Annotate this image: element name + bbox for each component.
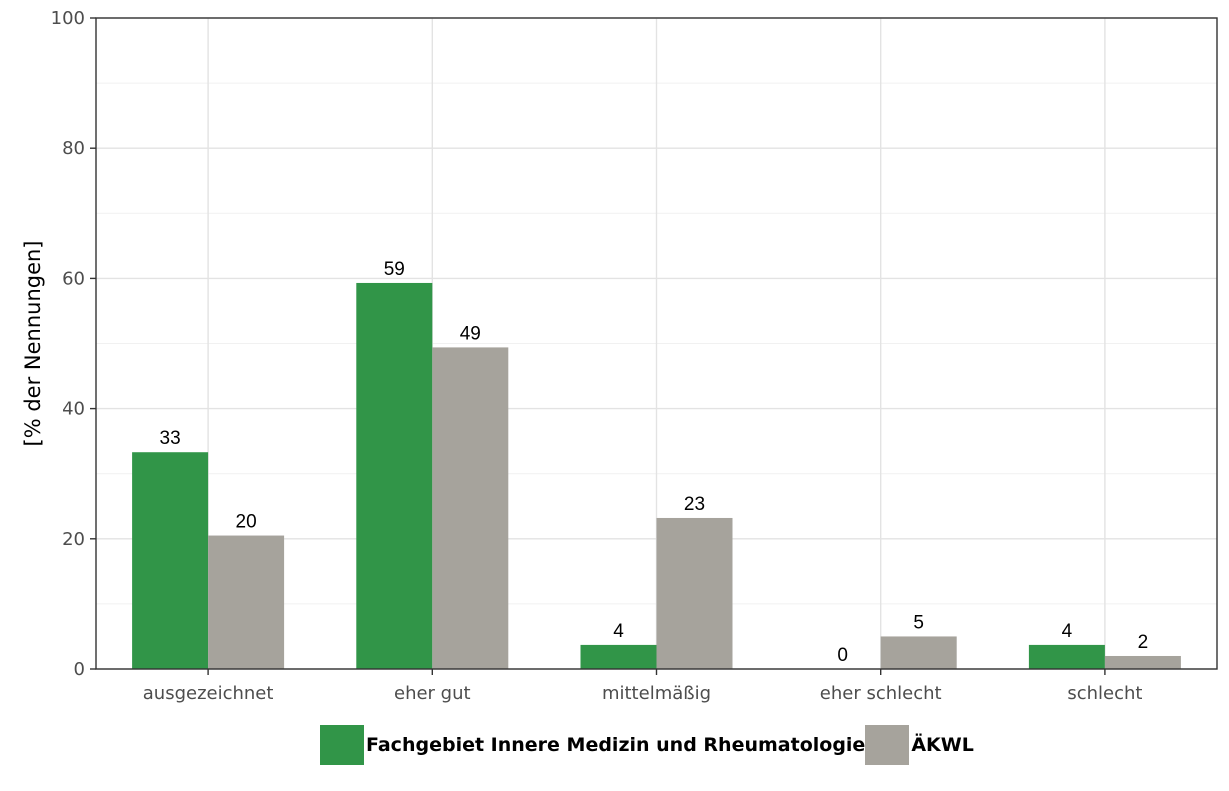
bar-fachgebiet <box>132 452 209 669</box>
data-label: 5 <box>913 612 924 633</box>
data-label: 59 <box>384 259 405 280</box>
y-tick-label: 20 <box>62 529 85 550</box>
axes <box>90 17 1218 675</box>
data-label: 33 <box>160 428 181 449</box>
data-label: 0 <box>837 645 848 666</box>
x-tick-label: schlecht <box>1067 683 1142 704</box>
bar-aekwl <box>656 517 733 669</box>
y-tick-label: 0 <box>74 659 85 680</box>
legend-item-series-1: Fachgebiet Innere Medizin und Rheumatolo… <box>320 725 865 765</box>
x-tick-label: mittelmäßig <box>602 683 711 704</box>
legend-item-series-2: ÄKWL <box>865 725 974 765</box>
y-tick-label: 100 <box>51 8 85 29</box>
bars <box>132 282 1181 669</box>
legend-swatch-series-2 <box>865 725 910 765</box>
bar-aekwl <box>1104 655 1181 669</box>
data-label: 2 <box>1138 632 1149 653</box>
legend: Fachgebiet Innere Medizin und Rheumatolo… <box>320 725 974 765</box>
x-tick-label: eher schlecht <box>820 683 942 704</box>
data-label: 23 <box>684 494 705 515</box>
y-tick-label: 80 <box>62 138 85 159</box>
data-label: 4 <box>1062 621 1073 642</box>
y-axis-title: [% der Nennungen] <box>21 240 45 446</box>
bar-fachgebiet <box>1028 644 1105 669</box>
bar-aekwl <box>208 535 285 669</box>
x-tick-label: ausgezeichnet <box>143 683 274 704</box>
data-label: 20 <box>236 512 257 533</box>
data-label: 49 <box>460 323 481 344</box>
legend-label-series-2: ÄKWL <box>911 734 974 756</box>
y-tick-label: 60 <box>62 268 85 289</box>
bar-aekwl <box>432 347 509 669</box>
legend-label-series-1: Fachgebiet Innere Medizin und Rheumatolo… <box>366 734 866 756</box>
legend-swatch-series-1 <box>320 725 364 765</box>
data-label: 4 <box>613 621 624 642</box>
bar-fachgebiet <box>580 644 657 669</box>
bar-aekwl <box>880 636 957 669</box>
panel-border <box>95 17 1218 670</box>
x-tick-label: eher gut <box>394 683 471 704</box>
bar-fachgebiet <box>356 282 433 669</box>
y-tick-label: 40 <box>62 399 85 420</box>
